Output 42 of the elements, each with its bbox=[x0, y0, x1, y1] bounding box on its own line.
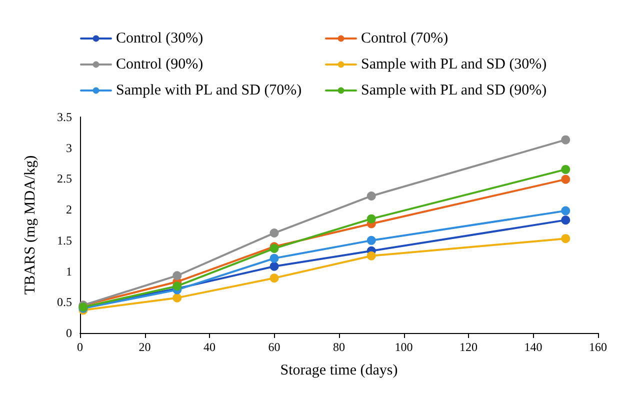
legend-label: Control (30%) bbox=[116, 30, 204, 46]
x-tick-label: 100 bbox=[394, 340, 413, 354]
y-tick-label: 3 bbox=[66, 140, 72, 155]
point bbox=[366, 251, 376, 260]
legend-label: Control (70%) bbox=[361, 30, 448, 46]
y-tick-label: 0.5 bbox=[57, 295, 72, 310]
point bbox=[270, 262, 279, 271]
y-tick-label: 2 bbox=[66, 202, 72, 217]
legend-label: Sample with PL and SD (30%) bbox=[361, 56, 547, 72]
point bbox=[270, 254, 279, 263]
y-axis-title: TBARS (mg MDA/kg) bbox=[22, 155, 38, 295]
point bbox=[366, 236, 376, 245]
point bbox=[270, 274, 279, 283]
point bbox=[561, 135, 570, 144]
x-axis-title: Storage time (days) bbox=[280, 362, 398, 378]
point bbox=[561, 206, 570, 216]
legend-label: Control (90%) bbox=[116, 56, 204, 72]
x-tick-label: 160 bbox=[589, 340, 607, 354]
legend-label: Sample with PL and SD (70%) bbox=[116, 82, 302, 98]
x-tick-label: 140 bbox=[524, 340, 542, 354]
point bbox=[172, 271, 182, 280]
legend-label: Sample with PL and SD (90%) bbox=[361, 82, 547, 98]
x-tick-label: 60 bbox=[268, 340, 280, 354]
point bbox=[172, 282, 182, 291]
x-tick-label: 40 bbox=[204, 340, 216, 354]
point bbox=[561, 216, 570, 225]
y-tick-label: 3.5 bbox=[57, 110, 72, 124]
point bbox=[172, 293, 182, 302]
x-tick-label: 20 bbox=[138, 340, 151, 354]
x-tick-label: 0 bbox=[77, 340, 83, 354]
y-tick-label: 1.5 bbox=[57, 233, 72, 248]
x-tick-label: 80 bbox=[333, 340, 345, 354]
point bbox=[366, 191, 376, 200]
point bbox=[561, 234, 570, 244]
point bbox=[561, 174, 570, 184]
point bbox=[270, 228, 279, 238]
point bbox=[561, 164, 570, 174]
y-tick-label: 1 bbox=[66, 264, 72, 278]
y-tick-label: 0 bbox=[66, 326, 72, 340]
point bbox=[366, 214, 376, 224]
y-tick-label: 2.5 bbox=[57, 172, 72, 186]
x-tick-label: 120 bbox=[460, 340, 478, 354]
